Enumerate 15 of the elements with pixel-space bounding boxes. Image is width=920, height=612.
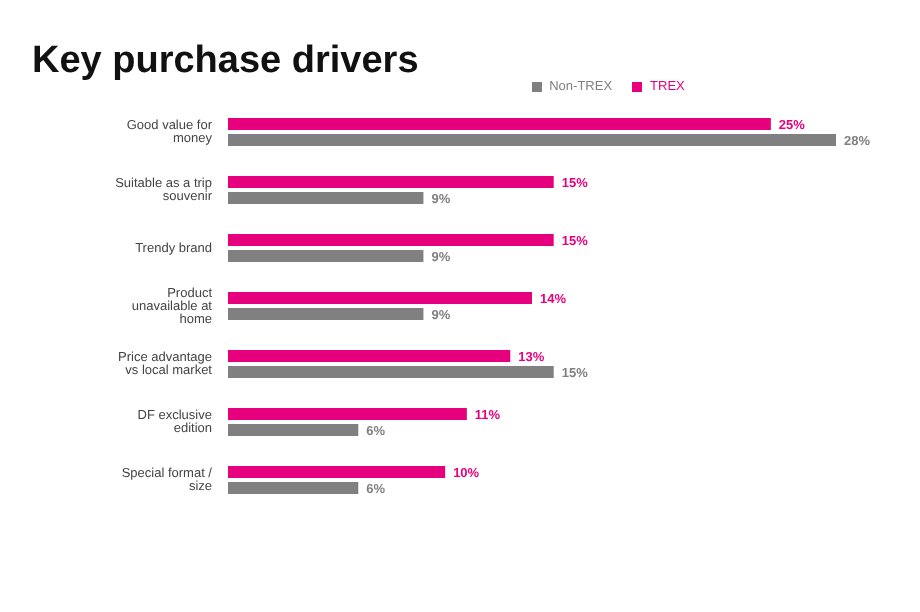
bar — [228, 424, 359, 436]
bar — [228, 466, 446, 478]
bar — [228, 350, 511, 362]
bar — [228, 234, 554, 246]
bar — [228, 292, 532, 304]
bar — [228, 250, 424, 262]
bar — [228, 118, 771, 130]
bar — [228, 408, 467, 420]
chart-title: Key purchase drivers — [32, 40, 419, 84]
bar — [228, 192, 424, 204]
bar — [228, 308, 424, 320]
bar — [228, 366, 554, 378]
bar — [228, 482, 359, 494]
bar — [228, 176, 554, 188]
bar — [228, 134, 836, 146]
